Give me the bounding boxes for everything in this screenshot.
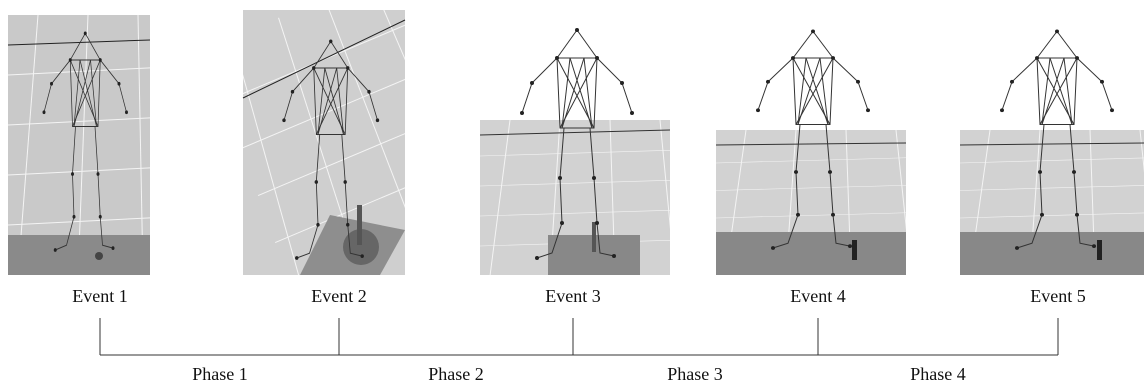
- phase-label: Phase 3: [667, 364, 723, 384]
- timeline: [100, 318, 1058, 355]
- event-image: [480, 28, 680, 276]
- event-label: Event 3: [545, 286, 601, 306]
- phase-label: Phase 4: [910, 364, 966, 384]
- phase-label: Phase 1: [192, 364, 248, 384]
- event-label: Event 1: [72, 286, 128, 306]
- event-image: [716, 30, 916, 276]
- event-image: [960, 30, 1144, 276]
- event-image: [203, 0, 480, 290]
- event-label: Event 5: [1030, 286, 1086, 306]
- event-label: Event 2: [311, 286, 367, 306]
- event-label: Event 4: [790, 286, 846, 306]
- event-image: [8, 15, 208, 275]
- figure: Event 1 Event 2 Event 3 Event 4 Event 5 …: [0, 0, 1144, 388]
- phase-label: Phase 2: [428, 364, 484, 384]
